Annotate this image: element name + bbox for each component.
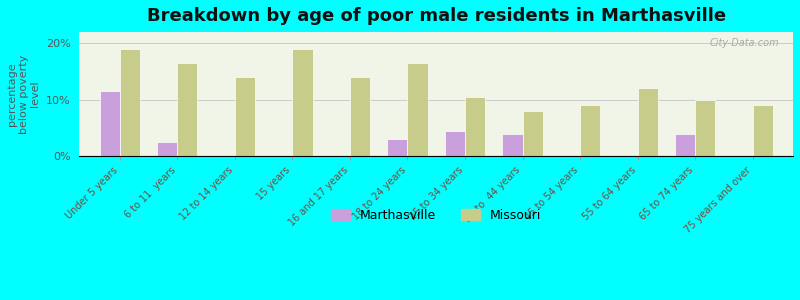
Bar [235,77,255,156]
Y-axis label: percentage
below poverty
level: percentage below poverty level [7,54,40,134]
Bar [445,131,465,156]
Bar [350,77,370,156]
Bar [157,142,178,156]
Bar [293,49,313,156]
Bar [522,111,542,156]
Text: City-Data.com: City-Data.com [709,38,778,48]
Bar [100,91,120,156]
Bar [753,105,773,156]
Bar [407,63,428,156]
Bar [502,134,522,156]
Title: Breakdown by age of poor male residents in Marthasville: Breakdown by age of poor male residents … [146,7,726,25]
Bar [695,100,715,156]
Bar [675,134,695,156]
Legend: Marthasville, Missouri: Marthasville, Missouri [326,204,546,227]
Bar [387,139,407,156]
Bar [465,97,485,156]
Bar [120,49,140,156]
Bar [178,63,198,156]
Bar [638,88,658,156]
Bar [580,105,600,156]
